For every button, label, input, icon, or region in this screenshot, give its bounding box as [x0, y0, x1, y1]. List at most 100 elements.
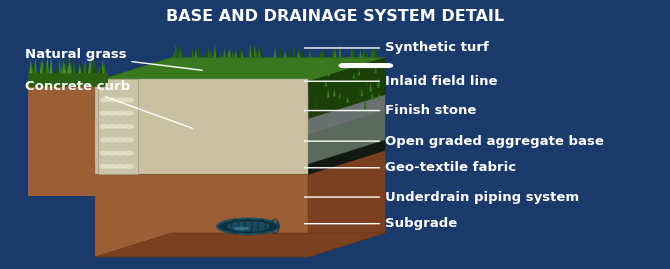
Polygon shape: [333, 89, 336, 97]
Polygon shape: [196, 45, 199, 57]
Polygon shape: [366, 90, 369, 94]
Polygon shape: [60, 68, 63, 73]
Polygon shape: [365, 79, 368, 87]
Text: Open graded aggregate base: Open graded aggregate base: [304, 135, 604, 148]
Circle shape: [100, 151, 109, 155]
Polygon shape: [68, 66, 70, 73]
Polygon shape: [231, 51, 234, 57]
Polygon shape: [260, 44, 263, 57]
Polygon shape: [94, 174, 308, 257]
Polygon shape: [68, 62, 71, 73]
Circle shape: [124, 98, 133, 102]
Polygon shape: [98, 79, 138, 174]
Polygon shape: [214, 47, 217, 57]
Circle shape: [124, 125, 133, 128]
Polygon shape: [253, 43, 256, 57]
Ellipse shape: [217, 219, 279, 234]
Polygon shape: [371, 90, 373, 99]
Polygon shape: [28, 81, 101, 196]
Polygon shape: [174, 43, 177, 57]
Polygon shape: [88, 59, 90, 73]
Polygon shape: [258, 44, 261, 57]
Polygon shape: [346, 96, 349, 103]
Polygon shape: [239, 45, 241, 57]
Text: Inlaid field line: Inlaid field line: [304, 75, 498, 88]
Polygon shape: [68, 56, 70, 73]
Circle shape: [343, 64, 352, 68]
Polygon shape: [178, 46, 181, 57]
Polygon shape: [64, 57, 67, 73]
Polygon shape: [204, 51, 206, 57]
Polygon shape: [360, 89, 363, 96]
Polygon shape: [298, 51, 301, 57]
Ellipse shape: [234, 226, 249, 231]
Polygon shape: [42, 57, 44, 73]
Circle shape: [351, 64, 360, 68]
Polygon shape: [308, 95, 385, 134]
Polygon shape: [94, 164, 308, 174]
Circle shape: [124, 165, 133, 168]
Polygon shape: [64, 67, 66, 73]
Polygon shape: [72, 62, 75, 73]
Polygon shape: [94, 81, 308, 119]
Polygon shape: [208, 48, 210, 57]
Polygon shape: [308, 111, 385, 164]
Polygon shape: [258, 50, 261, 57]
Polygon shape: [34, 63, 36, 73]
Polygon shape: [66, 65, 69, 73]
Polygon shape: [369, 82, 372, 92]
Polygon shape: [28, 67, 31, 73]
Text: Finish stone: Finish stone: [304, 104, 476, 117]
Polygon shape: [40, 59, 42, 73]
Polygon shape: [359, 49, 362, 57]
Circle shape: [116, 125, 125, 128]
Polygon shape: [228, 47, 231, 57]
Polygon shape: [350, 46, 352, 57]
Polygon shape: [366, 52, 369, 57]
Polygon shape: [191, 48, 194, 57]
Circle shape: [100, 138, 109, 142]
Polygon shape: [206, 52, 208, 57]
Polygon shape: [94, 95, 385, 119]
Polygon shape: [331, 50, 334, 57]
Polygon shape: [308, 57, 385, 119]
Polygon shape: [308, 140, 385, 174]
Polygon shape: [249, 43, 252, 57]
Polygon shape: [338, 93, 341, 98]
Polygon shape: [377, 91, 380, 100]
Polygon shape: [373, 50, 376, 57]
Polygon shape: [92, 66, 95, 73]
Polygon shape: [284, 51, 287, 57]
Polygon shape: [60, 62, 63, 73]
Polygon shape: [333, 47, 336, 57]
Polygon shape: [92, 58, 95, 73]
Polygon shape: [94, 111, 385, 134]
Polygon shape: [377, 80, 380, 86]
Polygon shape: [90, 55, 92, 73]
Circle shape: [108, 111, 117, 115]
Polygon shape: [352, 44, 354, 57]
Polygon shape: [255, 51, 258, 57]
Polygon shape: [94, 233, 385, 257]
Polygon shape: [94, 119, 308, 134]
Polygon shape: [64, 55, 67, 73]
Circle shape: [116, 151, 125, 155]
Polygon shape: [352, 74, 355, 78]
Circle shape: [100, 125, 109, 128]
Polygon shape: [338, 90, 341, 100]
Text: Underdrain piping system: Underdrain piping system: [304, 190, 579, 204]
Polygon shape: [324, 78, 327, 87]
Circle shape: [371, 64, 381, 68]
Circle shape: [359, 64, 368, 68]
Circle shape: [100, 111, 109, 115]
Polygon shape: [279, 43, 282, 57]
Polygon shape: [297, 50, 300, 57]
Polygon shape: [83, 62, 86, 73]
Polygon shape: [363, 46, 366, 57]
Circle shape: [100, 98, 109, 102]
Polygon shape: [219, 50, 222, 57]
Polygon shape: [84, 57, 86, 73]
Polygon shape: [89, 63, 92, 73]
Polygon shape: [309, 49, 312, 57]
Polygon shape: [74, 55, 77, 73]
